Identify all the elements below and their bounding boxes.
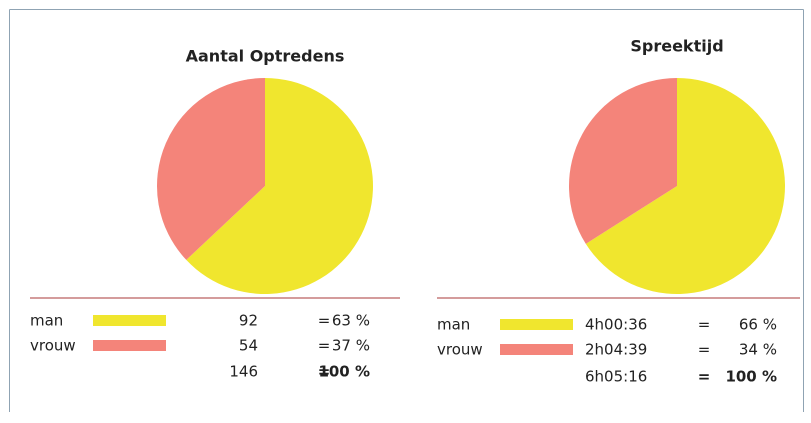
- separator: =: [318, 337, 331, 355]
- value-label: 63 %: [332, 312, 370, 330]
- legend-swatch: [500, 344, 573, 355]
- total-amount: 6h05:16: [585, 368, 647, 386]
- pie-slice: [157, 78, 265, 260]
- pie-slice: [569, 78, 677, 244]
- chart-title: Spreektijd: [630, 37, 723, 56]
- frame: [9, 9, 804, 412]
- legend-swatch: [500, 319, 573, 330]
- amount: 2h04:39: [585, 341, 647, 359]
- separator: =: [318, 363, 331, 381]
- legend-label: vrouw: [437, 341, 483, 359]
- total-amount: 146: [229, 363, 258, 381]
- legend-swatch: [93, 315, 166, 326]
- separator: =: [698, 368, 711, 386]
- amount: 92: [239, 312, 258, 330]
- amount: 54: [239, 337, 258, 355]
- legend-label: man: [30, 312, 63, 330]
- value-label: 66 %: [739, 316, 777, 334]
- pie-slice: [585, 78, 785, 295]
- pie-slice: [186, 78, 373, 295]
- separator: =: [318, 312, 331, 330]
- total-label: 100 %: [725, 368, 777, 386]
- total-label: 100 %: [318, 363, 370, 381]
- amount: 4h00:36: [585, 316, 647, 334]
- legend-label: vrouw: [30, 337, 76, 355]
- legend-label: man: [437, 316, 470, 334]
- separator: =: [698, 341, 711, 359]
- chart-title: Aantal Optredens: [186, 47, 345, 66]
- separator: =: [698, 316, 711, 334]
- value-label: 34 %: [739, 341, 777, 359]
- legend-swatch: [93, 340, 166, 351]
- value-label: 37 %: [332, 337, 370, 355]
